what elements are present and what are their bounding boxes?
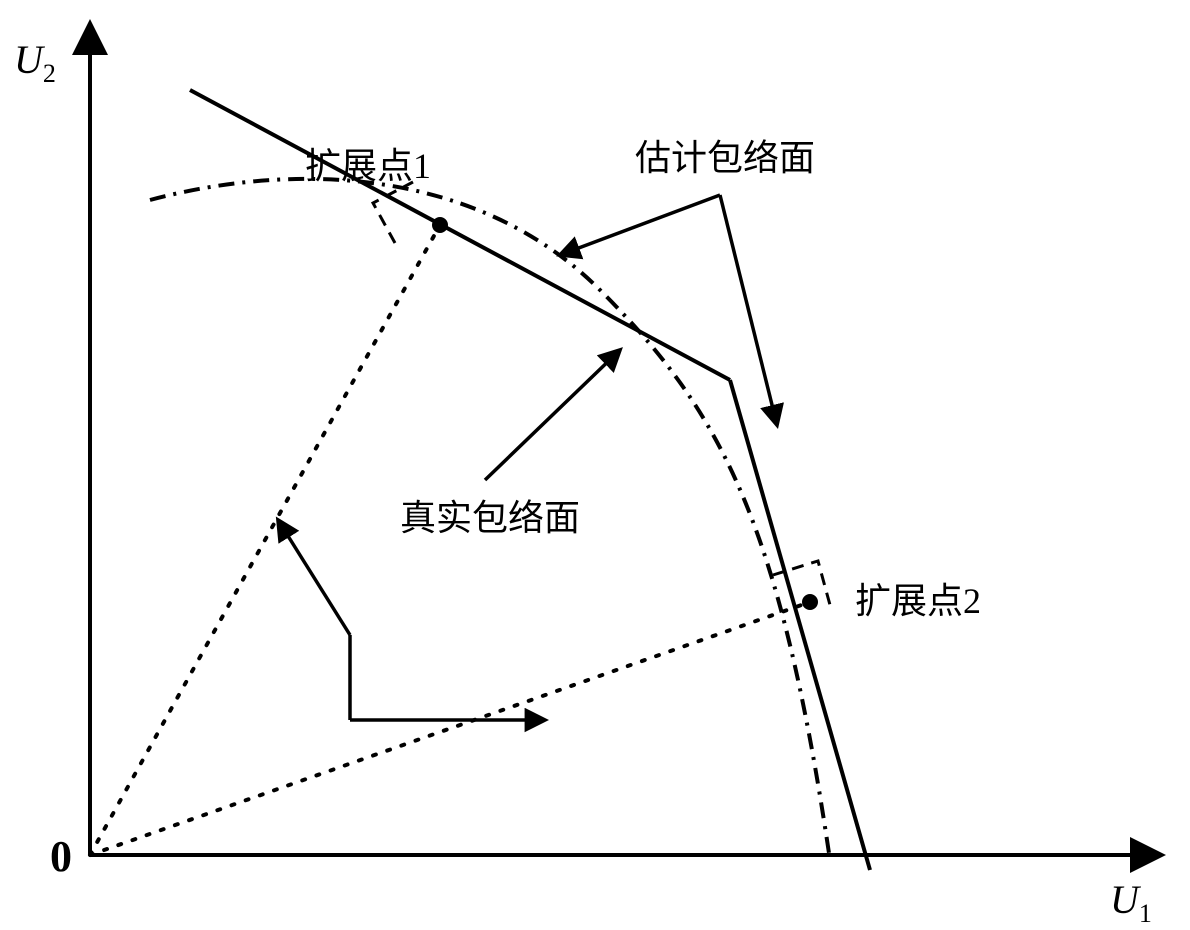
- estimated-envelope-segment-2: [730, 380, 870, 870]
- extension-point-1: [432, 217, 448, 233]
- curves-group: [90, 90, 870, 870]
- search-ray-2: [90, 602, 810, 855]
- x-axis-label: U1: [1110, 880, 1152, 927]
- estimated-envelope-leader-1: [560, 195, 720, 255]
- estimated-envelope-leader-2: [720, 195, 777, 425]
- diagram-svg: [0, 0, 1190, 930]
- extension-point-1-label: 扩展点1: [305, 148, 431, 184]
- axes-group: [90, 25, 1160, 855]
- diagram-stage: U2 U1 0 扩展点1 扩展点2 估计包络面 真实包络面: [0, 0, 1190, 930]
- search-ray-1: [90, 225, 440, 855]
- estimated-envelope-label: 估计包络面: [635, 140, 815, 176]
- real-envelope-label: 真实包络面: [400, 500, 580, 536]
- extension-point-2-label: 扩展点2: [855, 583, 981, 619]
- y-axis-label: U2: [14, 40, 56, 87]
- origin-label: 0: [50, 835, 72, 879]
- extension-points: [432, 217, 818, 610]
- estimated-envelope-segment-1: [190, 90, 730, 380]
- real-envelope-leader: [485, 350, 620, 480]
- extension-point-2: [802, 594, 818, 610]
- rays-leader-2: [278, 520, 350, 635]
